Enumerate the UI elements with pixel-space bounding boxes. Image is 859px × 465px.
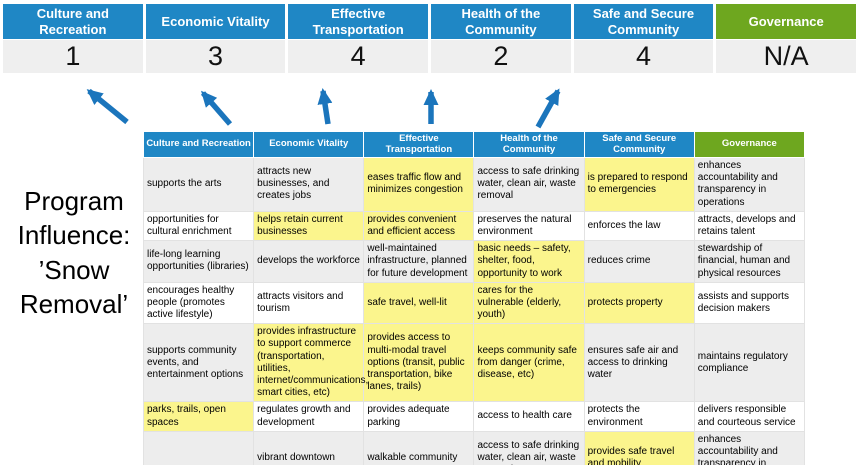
matrix-cell-r3-c5: reduces crime	[583, 240, 695, 283]
matrix-cell-r7-c1	[142, 430, 255, 465]
matrix-cell-r4-c5: protects property	[583, 281, 695, 325]
matrix-cell-r5-c6: maintains regulatory compliance	[693, 323, 806, 403]
matrix-cell-r4-c2: attracts visitors and tourism	[253, 281, 365, 325]
matrix-row-4: encourages healthy people (promotes acti…	[142, 281, 806, 325]
matrix-cell-r6-c5: protects the environment	[583, 401, 695, 432]
scorecard-column-effective-transportation: Effective Transportation 4	[288, 4, 428, 73]
matrix-cell-r7-c3: walkable community	[363, 430, 475, 465]
matrix-cell-r1-c3: eases traffic flow and minimizes congest…	[363, 157, 475, 212]
matrix-row-5: supports community events, and entertain…	[142, 323, 806, 403]
scorecard-score-culture-and-recreation: 1	[3, 40, 143, 73]
matrix-cell-r6-c6: delivers responsible and courteous servi…	[693, 401, 806, 432]
matrix-row-1: supports the arts attracts new businesses…	[142, 157, 806, 212]
matrix-header-effective-transportation: Effective Transportation	[363, 131, 475, 158]
scorecard-header-governance: Governance	[716, 4, 856, 39]
program-label-line: Removal’	[19, 288, 129, 319]
priorities-matrix: Culture and Recreation Economic Vitality E…	[142, 131, 806, 465]
scorecard: Culture and Recreation 1 Economic Vitality…	[3, 4, 856, 73]
scorecard-score-safe-and-secure-community: 4	[573, 40, 714, 73]
matrix-header-governance: Governance	[693, 131, 806, 158]
matrix-cell-r2-c5: enforces the law	[583, 210, 695, 242]
scorecard-column-governance: Governance N/A	[716, 4, 856, 73]
scorecard-score-effective-transportation: 4	[288, 40, 428, 73]
matrix-cell-r5-c2: provides infrastructure to support comme…	[253, 323, 368, 403]
matrix-cell-r7-c4: access to safe drinking water, clean air…	[473, 430, 585, 465]
matrix-cell-r5-c5: ensures safe air and access to drinking …	[583, 323, 695, 403]
matrix-cell-r4-c3: safe travel, well-lit	[363, 281, 475, 325]
program-label-line: ’Snow	[38, 254, 110, 285]
scorecard-column-health-of-the-community: Health of the Community 2	[431, 4, 571, 73]
matrix-cell-r4-c1: encourages healthy people (promotes acti…	[142, 281, 255, 325]
scorecard-score-economic-vitality: 3	[145, 40, 286, 73]
arrow-culture	[86, 88, 129, 125]
matrix-cell-r2-c1: opportunities for cultural enrichment	[142, 210, 255, 242]
program-label-line: Program	[24, 186, 124, 216]
matrix-cell-r7-c6: enhances accountability and transparency…	[693, 430, 806, 465]
matrix-cell-r1-c6: enhances accountability and transparency…	[693, 157, 806, 212]
matrix-row-7: vibrant downtown walkable community access…	[142, 430, 806, 465]
matrix-header-culture-and-recreation: Culture and Recreation	[142, 131, 255, 158]
arrow-economic	[200, 90, 233, 126]
scorecard-score-health-of-the-community: 2	[431, 40, 571, 73]
matrix-cell-r2-c2: helps retain current businesses	[253, 210, 365, 242]
matrix-header-health-of-the-community: Health of the Community	[473, 131, 585, 158]
matrix-cell-r1-c2: attracts new businesses, and creates job…	[253, 157, 365, 212]
matrix-cell-r7-c2: vibrant downtown	[253, 430, 365, 465]
matrix-cell-r3-c3: well-maintained infrastructure, planned …	[363, 240, 475, 283]
scorecard-header-safe-and-secure-community: Safe and Secure Community	[573, 4, 714, 39]
program-label-line: Influence:	[17, 220, 131, 251]
arrow-transportation	[317, 88, 333, 125]
matrix-cell-r3-c2: develops the workforce	[253, 240, 365, 283]
program-influence-label: Program Influence: ’Snow Removal’	[0, 184, 148, 321]
scorecard-header-effective-transportation: Effective Transportation	[288, 4, 428, 39]
matrix-cell-r3-c1: life-long learning opportunities (librar…	[142, 240, 255, 283]
matrix-cell-r4-c4: cares for the vulnerable (elderly, youth…	[473, 281, 585, 325]
arrow-safe	[535, 88, 561, 129]
matrix-row-3: life-long learning opportunities (librar…	[142, 240, 806, 283]
matrix-cell-r3-c4: basic needs – safety, shelter, food, opp…	[473, 240, 585, 283]
matrix-head: Culture and Recreation Economic Vitality E…	[142, 131, 806, 158]
matrix-cell-r6-c4: access to health care	[473, 401, 585, 432]
matrix-cell-r3-c6: stewardship of financial, human and phys…	[693, 240, 806, 283]
scorecard-column-safe-and-secure-community: Safe and Secure Community 4	[573, 4, 714, 73]
matrix-cell-r5-c4: keeps community safe from danger (crime,…	[473, 323, 585, 403]
scorecard-header-economic-vitality: Economic Vitality	[145, 4, 286, 39]
scorecard-header-culture-and-recreation: Culture and Recreation	[3, 4, 143, 39]
matrix-header-safe-and-secure-community: Safe and Secure Community	[583, 131, 695, 158]
matrix-cell-r2-c4: preserves the natural environment	[473, 210, 585, 242]
matrix-cell-r2-c3: provides convenient and efficient access	[363, 210, 475, 242]
matrix-cell-r2-c6: attracts, develops and retains talent	[693, 210, 806, 242]
scorecard-score-governance: N/A	[716, 40, 856, 73]
scorecard-column-economic-vitality: Economic Vitality 3	[145, 4, 286, 73]
matrix-cell-r1-c5: is prepared to respond to emergencies	[583, 157, 695, 212]
scorecard-header-health-of-the-community: Health of the Community	[431, 4, 571, 39]
matrix-cell-r1-c1: supports the arts	[142, 157, 255, 212]
matrix-cell-r6-c2: regulates growth and development	[253, 401, 365, 432]
scorecard-column-culture-and-recreation: Culture and Recreation 1	[3, 4, 143, 73]
matrix-cell-r6-c1: parks, trails, open spaces	[142, 401, 255, 432]
matrix-header-row: Culture and Recreation Economic Vitality E…	[142, 131, 806, 158]
matrix-cell-r5-c3: provides access to multi-modal travel op…	[363, 323, 475, 403]
matrix-cell-r4-c6: assists and supports decision makers	[693, 281, 806, 325]
matrix-row-6: parks, trails, open spaces regulates grow…	[142, 401, 806, 432]
matrix-cell-r5-c1: supports community events, and entertain…	[142, 323, 255, 403]
matrix-header-economic-vitality: Economic Vitality	[253, 131, 365, 158]
matrix-cell-r6-c3: provides adequate parking	[363, 401, 475, 432]
matrix-cell-r7-c5: provides safe travel and mobility	[583, 430, 695, 465]
matrix-cell-r1-c4: access to safe drinking water, clean air…	[473, 157, 585, 212]
matrix-body: supports the arts attracts new businesses…	[142, 157, 806, 465]
matrix-row-2: opportunities for cultural enrichment hel…	[142, 210, 806, 242]
